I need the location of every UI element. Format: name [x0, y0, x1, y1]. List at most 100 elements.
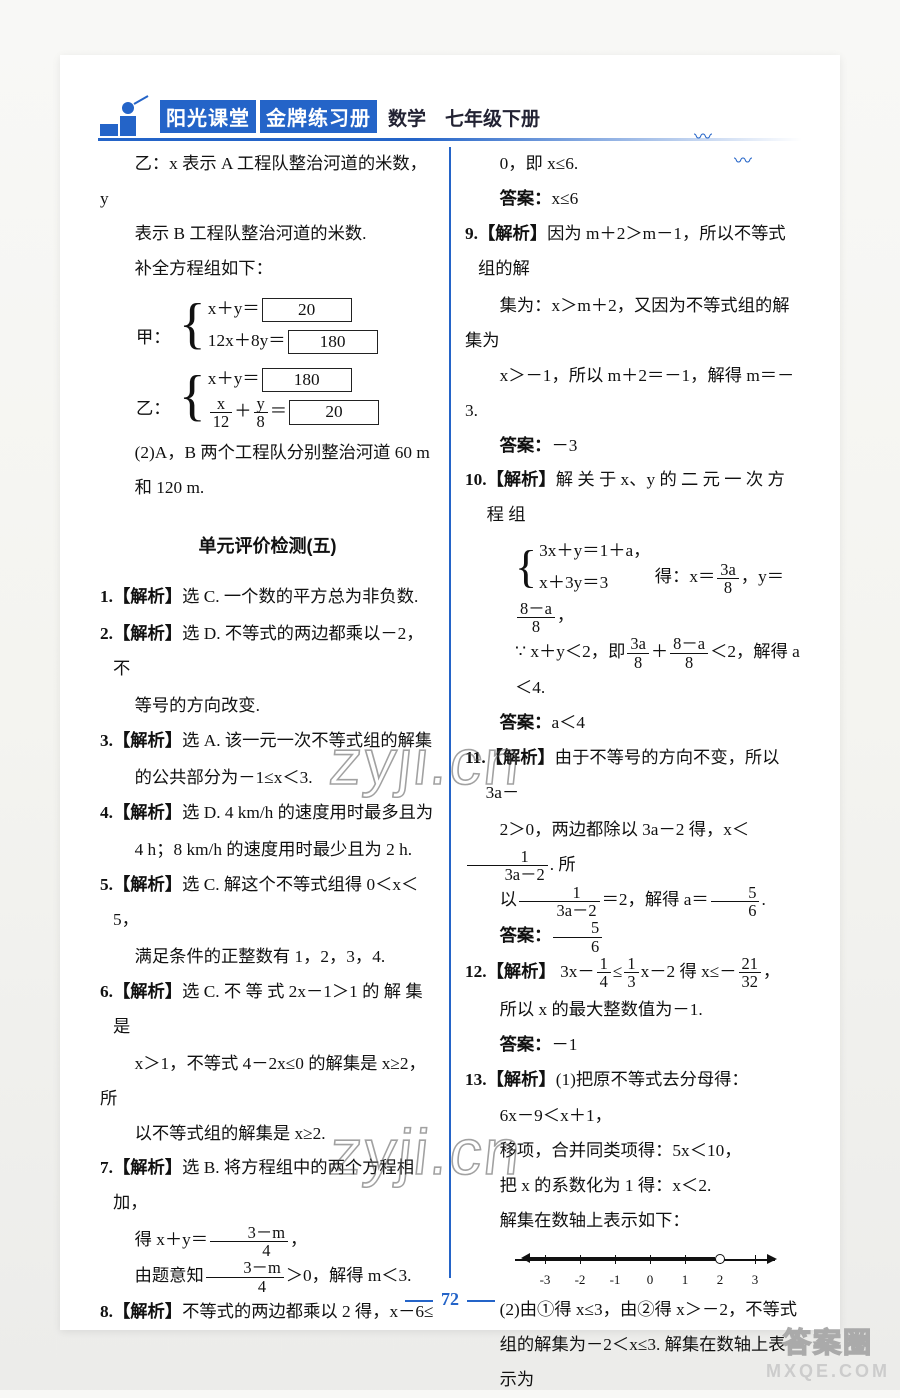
header-subject: 数学 七年级下册	[388, 104, 540, 131]
text-line: 解集在数轴上表示如下：	[465, 1204, 800, 1239]
analysis-tag: 【解析】	[478, 224, 547, 243]
question-10: 10. 【解析】解 关 于 x、y 的 二 元 一 次 方 程 组	[465, 463, 800, 533]
fraction: 8－a8	[517, 600, 555, 636]
question-1: 1. 【解析】选 C. 一个数的平方总为非负数.	[100, 580, 435, 615]
question-2: 2. 【解析】选 D. 不等式的两边都乘以－2，不	[100, 617, 435, 687]
analysis-tag: 【解析】	[113, 1158, 182, 1177]
analysis-tag: 【解析】	[113, 875, 182, 894]
system-yi: 乙： { x＋y＝180 x12＋y8＝20	[136, 363, 435, 430]
answer-box: 20	[289, 400, 379, 424]
question-number: 3.	[100, 724, 113, 759]
fraction: 13	[624, 955, 638, 991]
answer-line: 答案：－1	[465, 1028, 800, 1063]
header-rule	[98, 138, 802, 141]
question-6: 6. 【解析】选 C. 不 等 式 2x－1＞1 的 解 集 是	[100, 975, 435, 1045]
arrow-right-icon	[767, 1254, 777, 1264]
fraction: 8－a8	[670, 635, 708, 671]
number-line: -3 -2 -1 0 1 2 3	[515, 1245, 775, 1287]
text-line: 得 x＋y＝3－m4，	[100, 1223, 435, 1259]
arrow-left-icon	[521, 1253, 530, 1263]
text-line: x＞1，不等式 4－2x≤0 的解集是 x≥2，所	[100, 1047, 435, 1117]
page: 〰 〰 ✈ 阳光课堂 金牌练习册 数学 七年级下册 乙：x 表示 A 工程队整治…	[60, 55, 840, 1330]
analysis-tag: 【解析】	[487, 470, 556, 489]
question-number: 6.	[100, 975, 113, 1045]
text-line: 和 120 m.	[100, 471, 435, 506]
left-column: 乙：x 表示 A 工程队整治河道的米数，y 表示 B 工程队整治河道的米数. 补…	[98, 147, 449, 1278]
question-9: 9. 【解析】因为 m＋2＞m－1，所以不等式组的解	[465, 217, 800, 287]
eq-lhs: x＋y＝	[208, 369, 260, 388]
text-line: 集为：x＞m＋2，又因为不等式组的解集为	[465, 289, 800, 359]
text-line: 组的解集为－2＜x≤3. 解集在数轴上表	[465, 1328, 800, 1363]
answer-label: 答案：	[500, 189, 552, 208]
question-text: 选 C. 一个数的平方总为非负数.	[182, 587, 418, 606]
analysis-tag: 【解析】	[486, 748, 555, 767]
text-line: 以13a－2＝2，解得 a＝56.	[465, 883, 800, 919]
question-text: 选 D. 4 km/h 的速度用时最多且为	[182, 803, 433, 822]
page-header: 〰 〰 ✈ 阳光课堂 金牌练习册 数学 七年级下册	[98, 93, 802, 141]
answer-value: －1	[551, 1035, 577, 1054]
header-brand-1: 阳光课堂	[160, 100, 256, 133]
text-inline: 得：x＝	[655, 567, 716, 586]
question-4: 4. 【解析】选 D. 4 km/h 的速度用时最多且为	[100, 796, 435, 831]
question-text: (1)把原不等式去分母得：	[556, 1070, 749, 1089]
answer-value: －3	[551, 436, 577, 455]
corner-watermark: 答案圈 MXQE.COM	[766, 1321, 890, 1382]
answer-label: 答案：	[500, 436, 552, 455]
text-line: 表示 B 工程队整治河道的米数.	[100, 217, 435, 252]
text-line: 6x－9＜x＋1，	[465, 1099, 800, 1134]
fraction: y8	[254, 395, 268, 431]
analysis-tag: 【解析】	[113, 587, 182, 606]
footer-dash-icon	[467, 1300, 495, 1302]
header-brand-2: 金牌练习册	[260, 100, 377, 133]
question-number: 4.	[100, 796, 113, 831]
answer-box: 180	[262, 368, 352, 392]
text-line: 4 h；8 km/h 的速度用时最少且为 2 h.	[100, 833, 435, 868]
question-number: 7.	[100, 1151, 113, 1221]
question-number: 10.	[465, 463, 487, 533]
fraction: 56	[711, 884, 760, 920]
text-line: 移项，合并同类项得：5x＜10，	[465, 1134, 800, 1169]
right-column: 0，即 x≤6. 答案：x≤6 9. 【解析】因为 m＋2＞m－1，所以不等式组…	[451, 147, 802, 1278]
page-footer: 72	[60, 1289, 840, 1310]
answer-box: 20	[262, 298, 352, 322]
question-number: 12.	[465, 955, 487, 991]
fraction: 2132	[739, 955, 761, 991]
page-number: 72	[441, 1289, 459, 1310]
text-line: 2＞0，两边都除以 3a－2 得，x＜13a－2. 所	[465, 813, 800, 884]
answer-line: 答案：56	[465, 919, 800, 955]
brace-icon: {	[179, 293, 206, 357]
question-number: 11.	[465, 741, 486, 811]
system-label: 乙：	[136, 393, 171, 426]
analysis-tag: 【解析】	[487, 962, 556, 981]
fraction: 3a8	[717, 561, 739, 597]
text-line: 所以 x 的最大整数值为－1.	[465, 993, 800, 1028]
system-label: 甲：	[136, 322, 171, 355]
text-line: 等号的方向改变.	[100, 689, 435, 724]
text-line: 的公共部分为－1≤x＜3.	[100, 761, 435, 796]
eq-line: x＋3y＝3	[539, 567, 650, 599]
analysis-tag: 【解析】	[113, 731, 182, 750]
corner-cn: 答案圈	[766, 1321, 890, 1361]
question-number: 5.	[100, 868, 113, 938]
corner-en: MXQE.COM	[766, 1361, 890, 1382]
question-number: 2.	[100, 617, 113, 687]
question-11: 11. 【解析】由于不等号的方向不变，所以 3a－	[465, 741, 800, 811]
section-title: 单元评价检测(五)	[100, 528, 435, 564]
fraction: x12	[210, 395, 232, 431]
eq-lhs: x＋y＝	[208, 299, 260, 318]
question-3: 3. 【解析】选 A. 该一元一次不等式组的解集	[100, 724, 435, 759]
bird-icon: 〰	[694, 123, 712, 149]
text-line: 示为	[465, 1363, 800, 1398]
content-columns: 乙：x 表示 A 工程队整治河道的米数，y 表示 B 工程队整治河道的米数. 补…	[98, 147, 802, 1278]
question-number: 9.	[465, 217, 478, 287]
answer-value: a＜4	[551, 713, 585, 732]
question-text: 选 A. 该一元一次不等式组的解集	[182, 731, 432, 750]
eq-lhs: 12x＋8y＝	[208, 331, 286, 350]
answer-value: x≤6	[551, 189, 578, 208]
fraction: 3a8	[627, 635, 649, 671]
question-12: 12. 【解析】 3x－14≤13x－2 得 x≤－2132，	[465, 955, 800, 991]
fraction: 13a－2	[467, 848, 548, 884]
fraction: 3－m4	[210, 1224, 288, 1260]
footer-dash-icon	[405, 1300, 433, 1302]
fraction: 56	[553, 919, 602, 955]
